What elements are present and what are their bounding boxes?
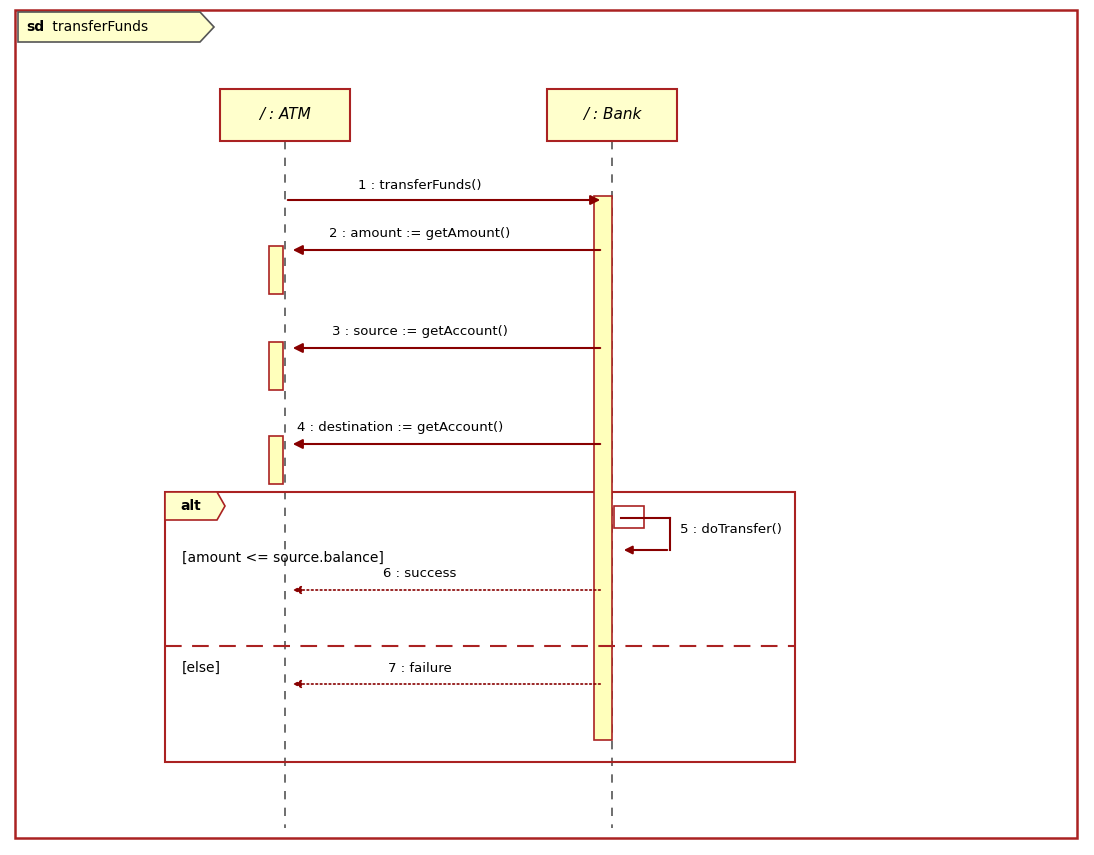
Text: / : ATM: / : ATM <box>259 108 311 122</box>
Bar <box>594 196 612 740</box>
Text: 7 : failure: 7 : failure <box>388 662 452 675</box>
Bar <box>614 506 644 528</box>
Text: 5 : doTransfer(): 5 : doTransfer() <box>680 523 782 536</box>
Polygon shape <box>165 492 225 520</box>
Text: / : Bank: / : Bank <box>583 108 641 122</box>
Text: 2 : amount := getAmount(): 2 : amount := getAmount() <box>329 227 511 240</box>
Text: alt: alt <box>181 499 201 513</box>
Bar <box>269 342 283 390</box>
Polygon shape <box>18 12 214 42</box>
Text: transferFunds: transferFunds <box>48 20 148 34</box>
Bar <box>269 246 283 294</box>
Text: 3 : source := getAccount(): 3 : source := getAccount() <box>333 325 508 338</box>
Bar <box>165 492 795 762</box>
Text: [else]: [else] <box>182 661 221 675</box>
Bar <box>269 436 283 484</box>
Text: 1 : transferFunds(): 1 : transferFunds() <box>358 179 481 192</box>
Bar <box>220 89 350 141</box>
Text: 6 : success: 6 : success <box>383 567 456 580</box>
Text: 4 : destination := getAccount(): 4 : destination := getAccount() <box>296 421 503 434</box>
Text: [amount <= source.balance]: [amount <= source.balance] <box>182 551 384 565</box>
Bar <box>547 89 677 141</box>
Text: sd: sd <box>26 20 44 34</box>
